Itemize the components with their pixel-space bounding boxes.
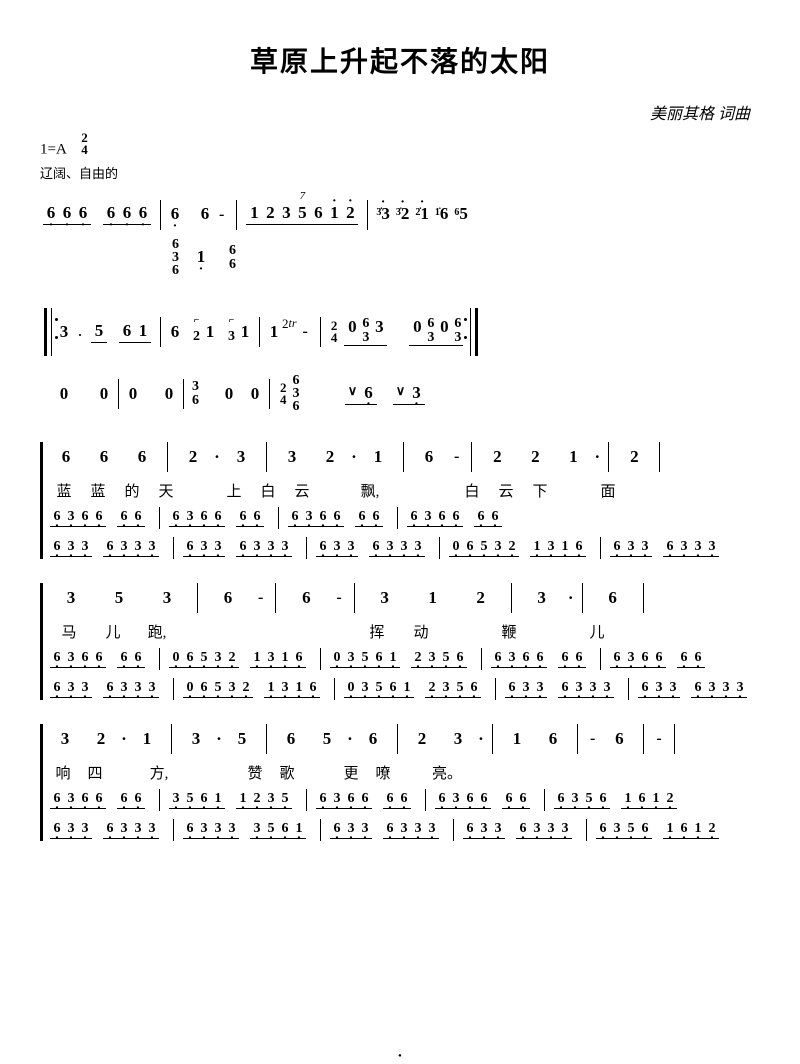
note: 1 [195,248,207,267]
system-2: 3. 5 61 6 ⌐2 1 ⌐3 1 1 2 tr - 24 0633 063… [40,308,760,418]
accomp1-top: 636666636666636666636666 [47,507,760,529]
chord-stack: 636 [172,238,179,278]
song-title: 草原上升起不落的太阳 [40,40,760,80]
intro-row: 666 666 6 6 - 7 1235612 3̇3 3̇2 2̇1 [40,200,760,230]
ts-bot: 4 [81,142,88,157]
accomp3-bot: 6336333633335616336333633633363561612 [47,819,760,841]
melody1-lyrics: 蓝蓝的天上白云飘,白云下面 [47,480,760,501]
expression-mark: 辽阔、自由的 [40,163,760,182]
note: 6 [169,205,181,224]
note-group: 666 [43,204,91,225]
barline [236,200,237,230]
system-melody2: 3536-6-3123·6 马儿跑,挥动鞭儿 63666606532131603… [40,583,760,700]
intro-row2: 636 1 66 [170,238,760,278]
trill-mark: tr [289,316,297,331]
line2-bot: 0 0 0 0 36 0 0 24 636 ∨6 ∨3 [40,370,760,418]
tuplet-mark: 7 [300,190,306,202]
melody3-notes: 32·13·565·623·16-6- [47,724,760,754]
sheet-music-page: 草原上升起不落的太阳 美丽其格 词曲 1=A 2 4 辽阔、自由的 666 66… [0,0,800,1053]
melody3-lyrics: 响四方,赞歌更嘹亮。 [47,762,760,783]
chord-stack: 66 [229,244,236,271]
time-sig-change: 24 [331,320,338,343]
melody1-notes: 6662·332·16-221·2 [47,442,760,472]
melody2-lyrics: 马儿跑,挥动鞭儿 [47,621,760,642]
system-melody1: 6662·332·16-221·2 蓝蓝的天上白云飘,白云下面 63666663… [40,442,760,559]
accomp1-bot: 6336333633633363363330653213166336333 [47,537,760,559]
key-signature: 1=A [40,142,67,158]
repeat-end [470,308,478,356]
accomp3-top: 6366663561123563666663666663561612 [47,789,760,811]
note: 6 [199,205,211,224]
barline [367,200,368,230]
accomp2-bot: 633633306532131603561235663363336336333 [47,678,760,700]
key-time: 1=A 2 4 [40,132,760,159]
rest-dash: - [219,206,224,224]
accomp2-top: 636666065321316035612356636666636666 [47,648,760,670]
repeat-start [44,308,52,356]
melody2-notes: 3536-6-3123·6 [47,583,760,613]
time-signature: 2 4 [81,132,88,155]
system-melody3: 32·13·565·623·16-6- 响四方,赞歌更嘹亮。 636666356… [40,724,760,841]
ornament-seq: 3̇3 3̇2 2̇1 1̇6 65 [374,205,470,224]
line2-top: 3. 5 61 6 ⌐2 1 ⌐3 1 1 2 tr - 24 0633 063… [40,308,760,356]
barline [160,200,161,230]
note-group: 1235612 [246,204,358,225]
intro-staff: 666 666 6 6 - 7 1235612 3̇3 3̇2 2̇1 [40,200,760,278]
note-group: 666 [103,204,151,225]
composer-credit: 美丽其格 词曲 [40,100,760,124]
